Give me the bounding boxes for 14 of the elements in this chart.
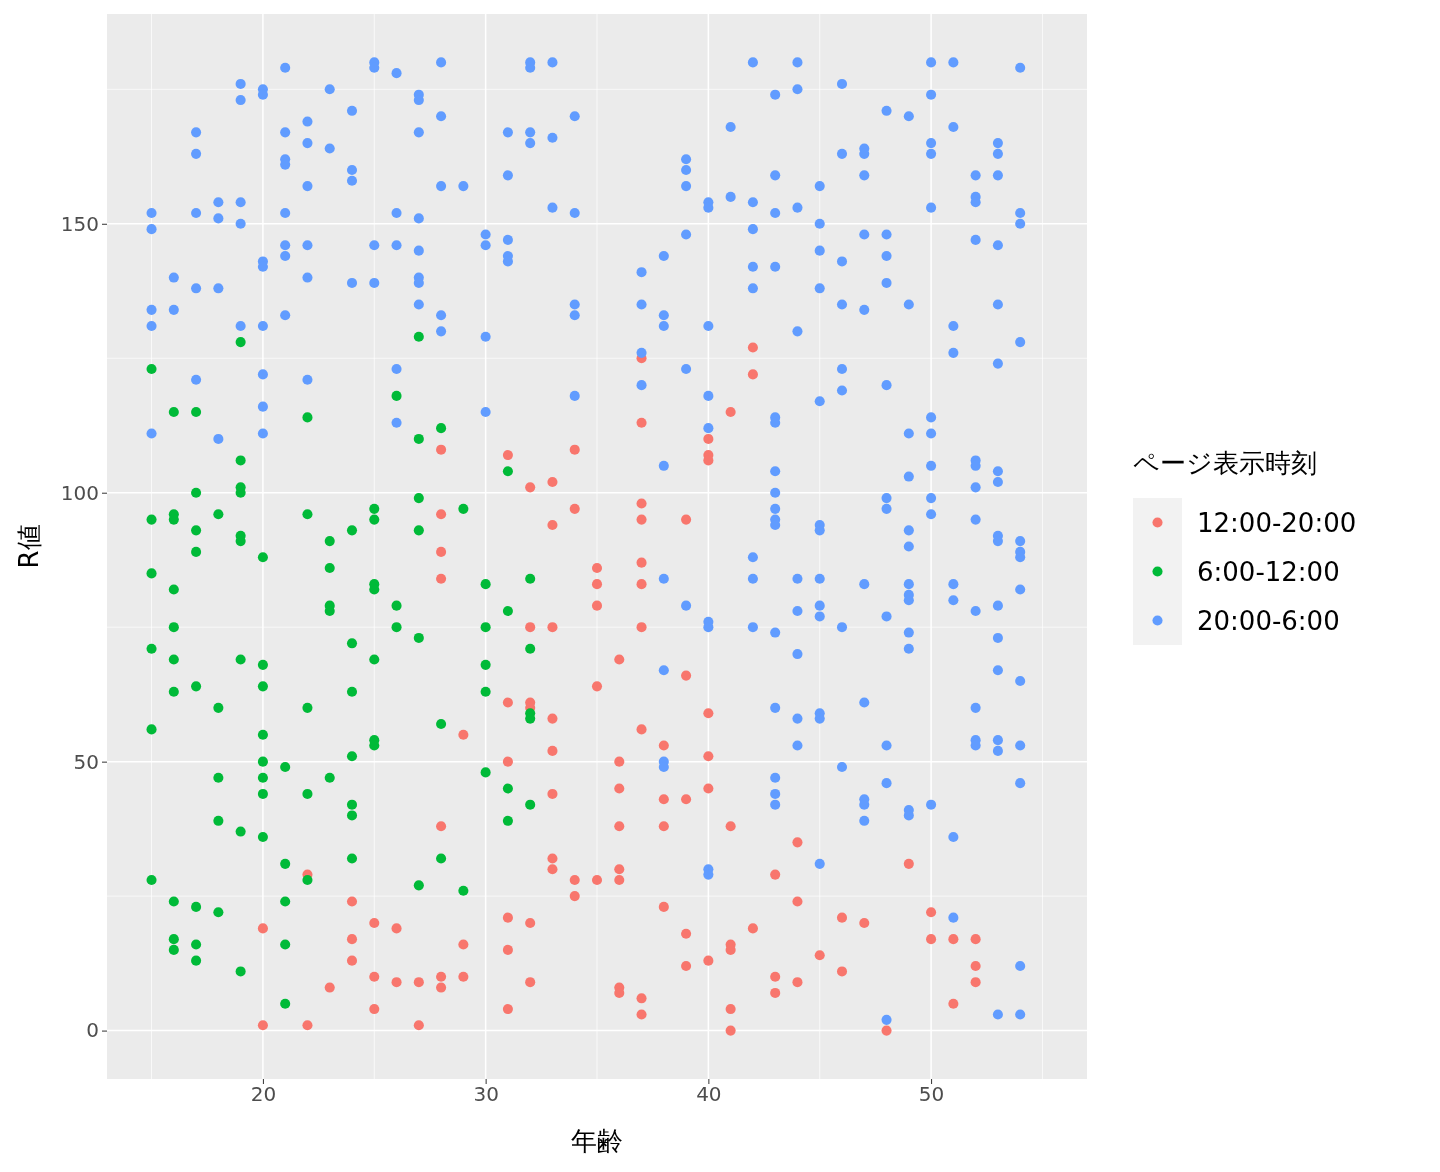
legend-label: 20:00-6:00 <box>1197 606 1340 636</box>
x-tick-label: 50 <box>918 1082 945 1107</box>
y-tick-label: 0 <box>86 1018 99 1043</box>
legend-label: 12:00-20:00 <box>1197 508 1357 538</box>
y-tick-label: 50 <box>73 749 99 774</box>
legend-label: 6:00-12:00 <box>1197 557 1340 587</box>
y-tick-label: 150 <box>60 211 99 236</box>
x-axis-title: 年齢 <box>571 1126 623 1156</box>
x-tick-label: 30 <box>473 1082 499 1107</box>
y-axis-title: R値 <box>14 524 44 569</box>
x-tick-label: 20 <box>250 1082 277 1107</box>
x-tick-label: 40 <box>696 1082 722 1107</box>
y-tick-label: 100 <box>60 480 99 505</box>
legend-title: ページ表示時刻 <box>1133 448 1317 478</box>
